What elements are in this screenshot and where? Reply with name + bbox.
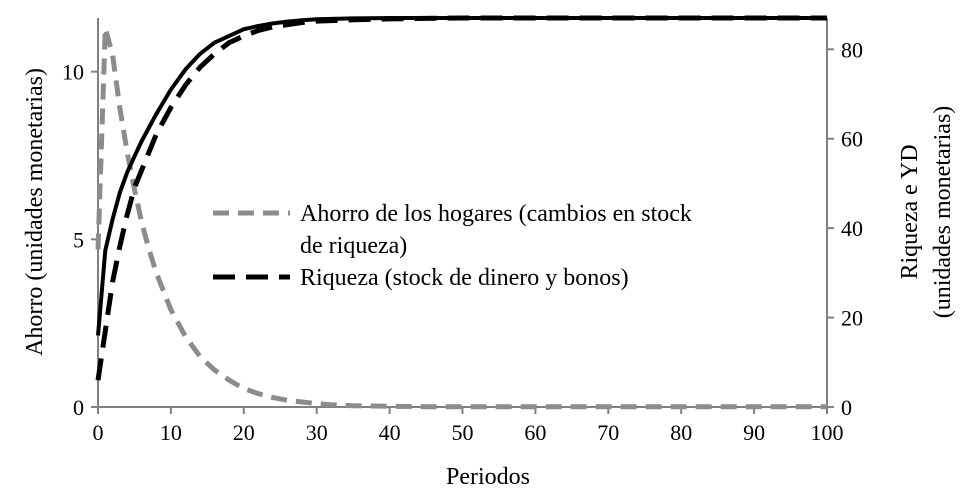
x-tick-label: 100 (811, 420, 844, 445)
y-right-axis-title-line-2: (unidades monetarias) (930, 106, 956, 319)
x-tick-label: 50 (452, 420, 474, 445)
chart-legend: Ahorro de los hogares (cambios en stock d… (213, 201, 692, 291)
series-line-1 (95, 25, 827, 410)
y-left-tick-label: 10 (62, 60, 84, 85)
x-axis-title: Periodos (446, 464, 530, 490)
x-tick-label: 60 (524, 420, 546, 445)
y-left-axis-title: Ahorro (unidades monetarias) (22, 68, 48, 356)
y-right-tick-label: 60 (841, 127, 863, 152)
legend-label-1: Ahorro de los hogares (cambios en stock (300, 201, 692, 227)
series-line-3 (96, 16, 827, 336)
x-tick-label: 20 (233, 420, 255, 445)
y-right-axis-title-line-1: Riqueza e YD (897, 144, 923, 279)
legend-label-1: de riqueza) (300, 233, 407, 259)
y-right-tick-label: 40 (841, 216, 863, 241)
y-right-tick-label: 0 (841, 395, 852, 420)
x-tick-label: 10 (160, 420, 182, 445)
x-tick-label: 30 (306, 420, 328, 445)
legend-label-2: Riqueza (stock de dinero y bonos) (300, 265, 629, 291)
y-left-tick-label: 5 (73, 227, 84, 252)
x-tick-label: 90 (743, 420, 765, 445)
y-right-tick-label: 20 (841, 306, 863, 331)
x-tick-label: 80 (670, 420, 692, 445)
y-right-tick-label: 80 (841, 37, 863, 62)
x-tick-label: 70 (597, 420, 619, 445)
x-tick-label: 40 (379, 420, 401, 445)
y-left-tick-label: 0 (73, 395, 84, 420)
series-line-2 (95, 15, 827, 381)
chart-labels: 0 10 20 30 40 50 60 70 80 90 1000510020406080Perio… (22, 37, 956, 490)
x-tick-label: 0 (93, 420, 104, 445)
chart-series (95, 15, 827, 410)
